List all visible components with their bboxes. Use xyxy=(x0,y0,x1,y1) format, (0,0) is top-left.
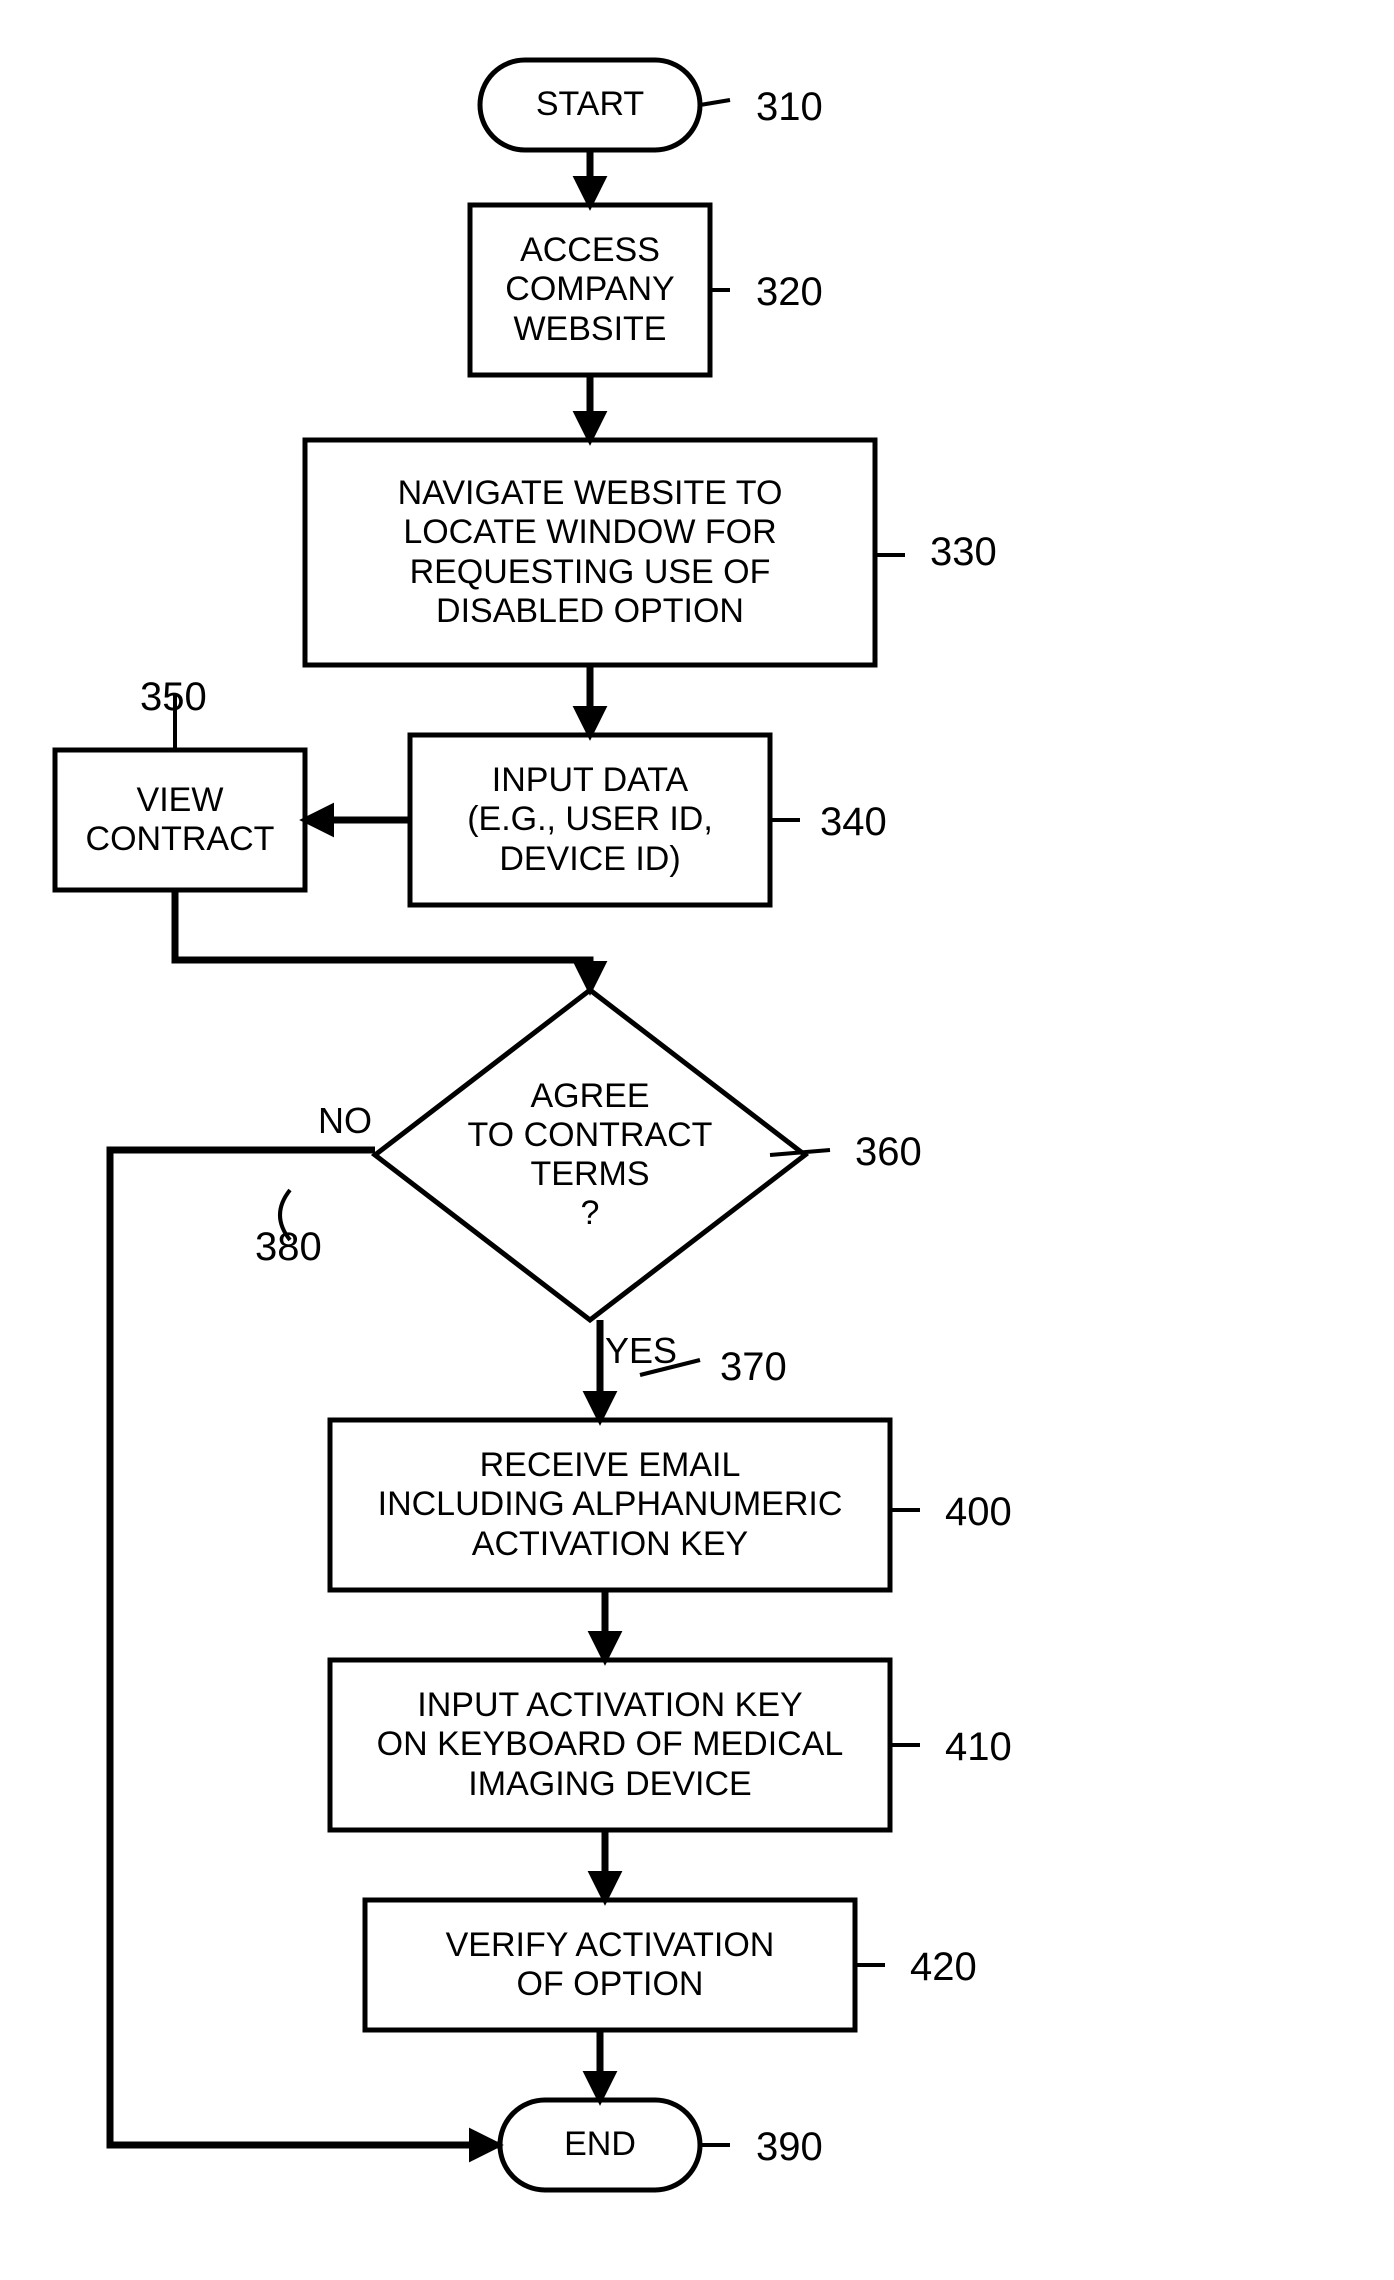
ref-360: 360 xyxy=(855,1130,922,1175)
edge-label-no: NO xyxy=(318,1100,372,1142)
node-n410: INPUT ACTIVATION KEYON KEYBOARD OF MEDIC… xyxy=(330,1660,890,1830)
ref-330: 330 xyxy=(930,530,997,575)
node-n340: INPUT DATA(E.G., USER ID,DEVICE ID) xyxy=(410,735,770,905)
ref-420: 420 xyxy=(910,1945,977,1990)
edge-label-yes: YES xyxy=(605,1330,677,1372)
node-end: END xyxy=(500,2100,700,2190)
edge-label-r370: 370 xyxy=(720,1345,787,1390)
node-n360: AGREETO CONTRACTTERMS? xyxy=(375,990,805,1320)
ref-390: 390 xyxy=(756,2125,823,2170)
ref-410: 410 xyxy=(945,1725,1012,1770)
node-n320: ACCESSCOMPANYWEBSITE xyxy=(470,205,710,375)
edge-label-r380: 380 xyxy=(255,1225,322,1270)
ref-400: 400 xyxy=(945,1490,1012,1535)
node-start: START xyxy=(480,60,700,150)
ref-350: 350 xyxy=(140,675,207,720)
node-n400: RECEIVE EMAILINCLUDING ALPHANUMERICACTIV… xyxy=(330,1420,890,1590)
node-n420: VERIFY ACTIVATIONOF OPTION xyxy=(365,1900,855,2030)
ref-310: 310 xyxy=(756,85,823,130)
node-n330: NAVIGATE WEBSITE TOLOCATE WINDOW FORREQU… xyxy=(305,440,875,665)
node-n350: VIEWCONTRACT xyxy=(55,750,305,890)
ref-340: 340 xyxy=(820,800,887,845)
ref-320: 320 xyxy=(756,270,823,315)
